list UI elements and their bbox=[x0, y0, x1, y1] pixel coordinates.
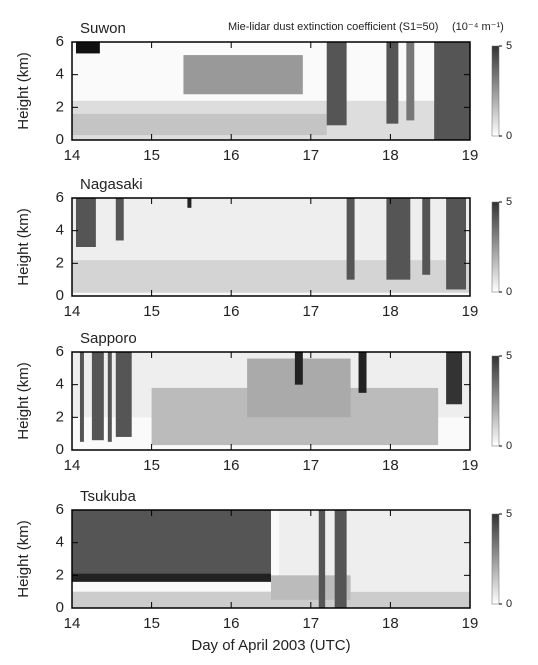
extinction-field bbox=[183, 55, 303, 95]
x-tick-label: 15 bbox=[143, 457, 160, 474]
extinction-field bbox=[75, 198, 96, 247]
colorbar bbox=[491, 201, 500, 293]
x-tick-label: 14 bbox=[64, 457, 81, 474]
extinction-field bbox=[326, 42, 347, 126]
y-tick-label: 4 bbox=[56, 66, 64, 83]
station-title: Tsukuba bbox=[80, 488, 137, 505]
extinction-field bbox=[434, 42, 470, 140]
extinction-field bbox=[115, 352, 132, 437]
extinction-field bbox=[115, 198, 124, 241]
plot-frame bbox=[71, 351, 471, 451]
extinction-field bbox=[294, 352, 303, 385]
y-tick-label: 0 bbox=[56, 131, 64, 148]
x-tick-label: 19 bbox=[462, 615, 479, 632]
x-tick-label: 14 bbox=[64, 303, 81, 320]
extinction-field bbox=[79, 352, 84, 442]
extinction-field bbox=[422, 198, 431, 275]
extinction-field bbox=[386, 198, 411, 280]
x-tick-label: 18 bbox=[382, 303, 399, 320]
colorbar-tick-label: 0 bbox=[506, 286, 512, 298]
annotation: Mie-lidar dust extinction coefficient (S… bbox=[228, 21, 438, 33]
y-tick-label: 6 bbox=[56, 33, 64, 50]
y-tick-label: 0 bbox=[56, 287, 64, 304]
y-tick-label: 2 bbox=[56, 254, 64, 271]
extinction-field bbox=[334, 510, 347, 608]
y-tick-label: 0 bbox=[56, 599, 64, 616]
plot-frame bbox=[71, 41, 471, 141]
plot-frame bbox=[71, 509, 471, 609]
y-tick-label: 0 bbox=[56, 441, 64, 458]
x-tick-label: 19 bbox=[462, 303, 479, 320]
extinction-field bbox=[91, 352, 104, 441]
y-tick-label: 4 bbox=[56, 376, 64, 393]
colorbar-tick-label: 0 bbox=[506, 598, 512, 610]
x-tick-label: 18 bbox=[382, 615, 399, 632]
extinction-field bbox=[406, 42, 415, 121]
x-tick-label: 16 bbox=[223, 303, 240, 320]
x-tick-label: 16 bbox=[223, 457, 240, 474]
y-tick-label: 4 bbox=[56, 222, 64, 239]
y-axis-label: Height (km) bbox=[15, 362, 32, 440]
colorbar bbox=[491, 513, 500, 605]
x-tick-label: 19 bbox=[462, 457, 479, 474]
colorbar bbox=[491, 355, 500, 447]
colorbar-tick-label: 5 bbox=[506, 40, 512, 52]
extinction-field bbox=[72, 510, 271, 576]
plot-frame bbox=[71, 197, 471, 297]
x-axis-label: Day of April 2003 (UTC) bbox=[191, 637, 350, 654]
panel: Tsukuba 14 15 16 17 18 19 0 2 4 6 Height (km) 0 5 Day … bbox=[15, 488, 512, 654]
y-tick-label: 6 bbox=[56, 189, 64, 206]
extinction-field bbox=[446, 352, 463, 405]
x-tick-label: 17 bbox=[302, 457, 319, 474]
station-title: Suwon bbox=[80, 20, 126, 37]
y-axis-label: Height (km) bbox=[15, 208, 32, 286]
colorbar-tick-label: 5 bbox=[506, 350, 512, 362]
x-tick-label: 18 bbox=[382, 457, 399, 474]
y-tick-label: 2 bbox=[56, 566, 64, 583]
y-axis-label: Height (km) bbox=[15, 520, 32, 598]
x-tick-label: 19 bbox=[462, 147, 479, 164]
extinction-field bbox=[75, 42, 100, 54]
y-tick-label: 2 bbox=[56, 408, 64, 425]
panel: Sapporo 14 15 16 17 18 19 0 2 4 6 Height (km) 0 5 bbox=[15, 330, 512, 474]
colorbar-tick-label: 5 bbox=[506, 196, 512, 208]
extinction-field bbox=[358, 352, 367, 393]
station-title: Nagasaki bbox=[80, 176, 143, 193]
extinction-field bbox=[72, 573, 271, 582]
station-title: Sapporo bbox=[80, 330, 137, 347]
panel: Nagasaki 14 15 16 17 18 19 0 2 4 6 Height (km) 0 5 bbox=[15, 176, 512, 320]
x-tick-label: 15 bbox=[143, 615, 160, 632]
panel: Suwon Mie-lidar dust extinction coefficie… bbox=[15, 20, 512, 164]
y-tick-label: 6 bbox=[56, 501, 64, 518]
y-tick-label: 6 bbox=[56, 343, 64, 360]
colorbar-tick-label: 5 bbox=[506, 508, 512, 520]
x-tick-label: 17 bbox=[302, 615, 319, 632]
extinction-field bbox=[346, 198, 355, 280]
x-tick-label: 14 bbox=[64, 147, 81, 164]
colorbar-tick-label: 0 bbox=[506, 130, 512, 142]
x-tick-label: 15 bbox=[143, 303, 160, 320]
y-tick-label: 4 bbox=[56, 534, 64, 551]
extinction-field bbox=[318, 510, 326, 608]
extinction-field bbox=[446, 198, 467, 290]
y-tick-label: 2 bbox=[56, 98, 64, 115]
colorbar bbox=[491, 45, 500, 137]
unit-label: (10⁻⁴ m⁻¹) bbox=[452, 21, 504, 33]
x-tick-label: 17 bbox=[302, 303, 319, 320]
extinction-field bbox=[72, 591, 470, 608]
extinction-field bbox=[187, 198, 192, 208]
x-tick-label: 18 bbox=[382, 147, 399, 164]
x-tick-label: 16 bbox=[223, 147, 240, 164]
x-tick-label: 14 bbox=[64, 615, 81, 632]
y-axis-label: Height (km) bbox=[15, 52, 32, 130]
x-tick-label: 15 bbox=[143, 147, 160, 164]
extinction-field bbox=[107, 352, 112, 442]
x-tick-label: 16 bbox=[223, 615, 240, 632]
x-tick-label: 17 bbox=[302, 147, 319, 164]
colorbar-tick-label: 0 bbox=[506, 440, 512, 452]
extinction-field bbox=[72, 113, 327, 136]
extinction-field bbox=[386, 42, 399, 124]
